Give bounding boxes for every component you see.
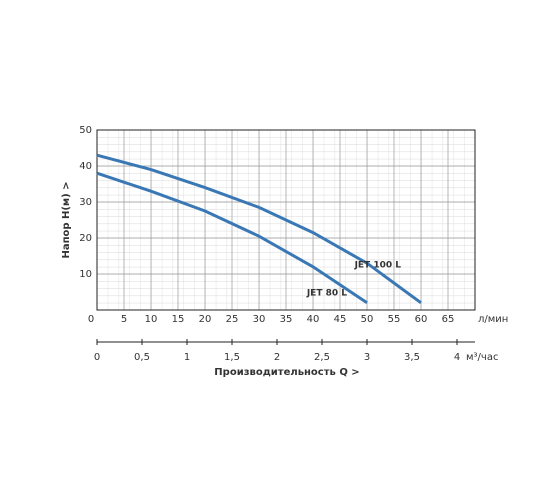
y-tick-label: 30 bbox=[79, 197, 92, 208]
x-tick-label: 15 bbox=[172, 314, 185, 325]
x-tick-label: 65 bbox=[442, 314, 455, 325]
curve-label: JET 100 L bbox=[354, 260, 402, 270]
x2-tick-label: 3 bbox=[364, 352, 370, 363]
curve bbox=[96, 171, 368, 305]
x-tick-label: 30 bbox=[253, 314, 266, 325]
x-tick-label: 25 bbox=[226, 314, 239, 325]
x-tick-label: 55 bbox=[388, 314, 401, 325]
x2-tick-label: 2,5 bbox=[314, 352, 330, 363]
x2-tick-label: 1 bbox=[184, 352, 190, 363]
x-tick-label: 45 bbox=[334, 314, 347, 325]
x2-tick-label: 3,5 bbox=[404, 352, 420, 363]
curve bbox=[96, 153, 422, 305]
x-tick-label: 5 bbox=[121, 314, 127, 325]
x2-tick-label: 4 bbox=[454, 352, 460, 363]
x-tick-label: 40 bbox=[307, 314, 320, 325]
x2-tick-label: 1,5 bbox=[224, 352, 240, 363]
y-axis-label: Напор H(м) > bbox=[61, 181, 72, 258]
x-tick-label: 35 bbox=[280, 314, 293, 325]
y-tick-label: 50 bbox=[79, 125, 92, 136]
y-tick-label: 20 bbox=[79, 233, 92, 244]
x-unit: л/мин bbox=[478, 314, 508, 325]
x-tick-label: 50 bbox=[361, 314, 374, 325]
x-tick-label: 10 bbox=[145, 314, 158, 325]
x2-unit: м³/час bbox=[466, 352, 498, 363]
x2-tick-label: 0 bbox=[94, 352, 100, 363]
x-tick-label: 20 bbox=[199, 314, 212, 325]
x-tick-label: 60 bbox=[415, 314, 428, 325]
curve-label: JET 80 L bbox=[306, 288, 347, 298]
x-tick-label: 0 bbox=[88, 314, 94, 325]
y-tick-label: 10 bbox=[79, 269, 92, 280]
y-tick-label: 40 bbox=[79, 161, 92, 172]
plot-frame bbox=[96, 129, 476, 311]
x2-tick-label: 0,5 bbox=[134, 352, 150, 363]
x-axis-label: Производительность Q > bbox=[214, 367, 359, 378]
x2-tick-label: 2 bbox=[274, 352, 280, 363]
